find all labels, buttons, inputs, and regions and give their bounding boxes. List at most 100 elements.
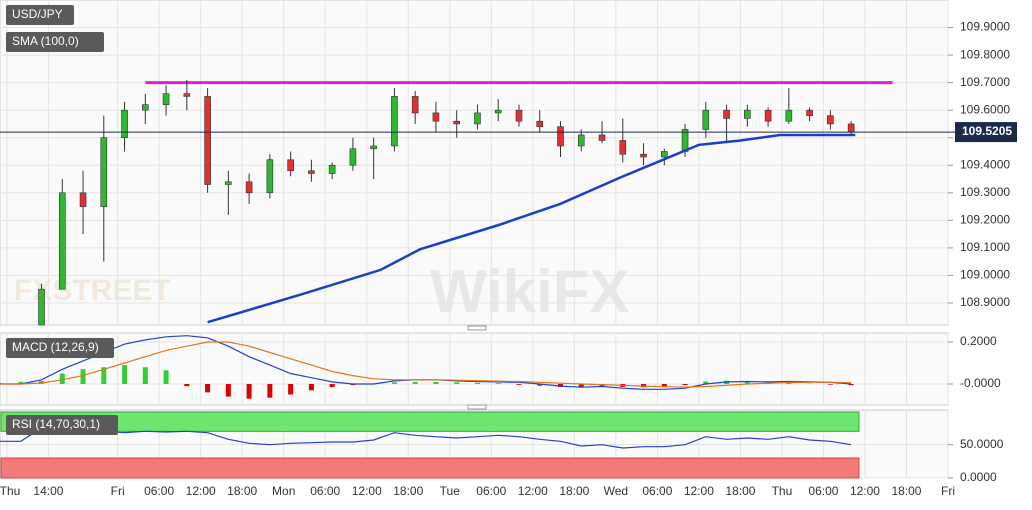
y-tick-label: 108.9000 bbox=[960, 295, 1010, 309]
x-tick-label: 06:00 bbox=[642, 484, 672, 498]
x-tick-label: 06:00 bbox=[144, 484, 174, 498]
watermark: FXSTREET bbox=[14, 274, 171, 307]
macd-histogram-bar bbox=[828, 384, 833, 385]
candle-body bbox=[682, 129, 688, 151]
watermark: WikiFX bbox=[430, 258, 629, 325]
x-tick-label: 18:00 bbox=[891, 484, 921, 498]
y-tick-label: 0.2000 bbox=[960, 334, 997, 348]
macd-histogram-bar bbox=[433, 382, 438, 384]
x-tick-label: 18:00 bbox=[393, 484, 423, 498]
y-tick-label: 109.8000 bbox=[960, 47, 1010, 61]
macd-histogram-bar bbox=[247, 384, 252, 399]
y-tick-label: 109.3000 bbox=[960, 185, 1010, 199]
y-tick-label: 109.7000 bbox=[960, 75, 1010, 89]
macd-histogram-bar bbox=[60, 374, 65, 384]
x-tick-label: Fri bbox=[941, 484, 955, 498]
macd-histogram-bar bbox=[496, 383, 501, 384]
x-tick-label: Tue bbox=[440, 484, 461, 498]
macd-histogram-bar bbox=[392, 382, 397, 384]
candle-body bbox=[122, 110, 128, 138]
candle-body bbox=[433, 113, 439, 121]
x-tick-label: 06:00 bbox=[808, 484, 838, 498]
macd-histogram-bar bbox=[475, 383, 480, 384]
x-tick-label: Thu bbox=[772, 484, 793, 498]
candle-body bbox=[205, 96, 211, 184]
x-tick-label: 18:00 bbox=[725, 484, 755, 498]
candle-body bbox=[184, 94, 190, 97]
candle-body bbox=[80, 193, 86, 207]
x-tick-label: 06:00 bbox=[476, 484, 506, 498]
x-tick-label: 18:00 bbox=[227, 484, 257, 498]
x-tick-label: Mon bbox=[272, 484, 295, 498]
y-tick-label: -0.0000 bbox=[960, 376, 1001, 390]
y-tick-label: 0.0000 bbox=[960, 470, 997, 484]
x-tick-label: 18:00 bbox=[559, 484, 589, 498]
candle-body bbox=[246, 182, 252, 193]
x-tick-label: 06:00 bbox=[310, 484, 340, 498]
macd-histogram-bar bbox=[330, 384, 335, 387]
candle-body bbox=[474, 113, 480, 124]
candle-body bbox=[661, 151, 667, 157]
candle-body bbox=[59, 193, 65, 289]
candle-body bbox=[703, 110, 709, 129]
y-tick-label: 50.0000 bbox=[960, 437, 1004, 451]
candle-body bbox=[329, 165, 335, 173]
candle-body bbox=[620, 140, 626, 154]
candle-body bbox=[495, 110, 501, 113]
candle-body bbox=[641, 154, 647, 157]
x-tick-label: Wed bbox=[604, 484, 628, 498]
overbought-zone bbox=[1, 412, 859, 431]
candle-body bbox=[827, 116, 833, 124]
candle-body bbox=[724, 110, 730, 118]
candle-body bbox=[537, 121, 543, 127]
candle-body bbox=[557, 127, 563, 146]
macd-histogram-bar bbox=[413, 382, 418, 384]
candle-body bbox=[391, 96, 397, 146]
y-tick-label: 109.9000 bbox=[960, 20, 1010, 34]
y-tick-label: 109.2000 bbox=[960, 213, 1010, 227]
candle-body bbox=[786, 110, 792, 121]
x-tick-label: 12:00 bbox=[352, 484, 382, 498]
macd-histogram-bar bbox=[143, 367, 148, 384]
panel-label: MACD (12,26,9) bbox=[12, 340, 99, 354]
macd-histogram-bar bbox=[164, 370, 169, 384]
candle-body bbox=[599, 135, 605, 141]
macd-histogram-bar bbox=[226, 384, 231, 397]
oversold-zone bbox=[1, 458, 859, 478]
last-price-label: 109.5205 bbox=[962, 124, 1012, 138]
x-tick-label: 14:00 bbox=[33, 484, 63, 498]
candle-body bbox=[516, 110, 522, 121]
candle-body bbox=[454, 121, 460, 124]
candle-body bbox=[807, 110, 813, 116]
candle-body bbox=[308, 171, 314, 174]
candle-body bbox=[225, 182, 231, 185]
macd-histogram-bar bbox=[205, 384, 210, 392]
candle-body bbox=[267, 160, 273, 193]
candle-body bbox=[288, 160, 294, 171]
y-tick-label: 109.0000 bbox=[960, 268, 1010, 282]
candle-body bbox=[744, 110, 750, 118]
y-tick-label: 109.4000 bbox=[960, 157, 1010, 171]
panel-label: SMA (100,0) bbox=[12, 34, 79, 48]
macd-histogram-bar bbox=[288, 384, 293, 394]
candle-body bbox=[142, 105, 148, 111]
macd-histogram-bar bbox=[683, 384, 688, 385]
macd-histogram-bar bbox=[81, 369, 86, 384]
x-tick-label: 12:00 bbox=[850, 484, 880, 498]
macd-histogram-bar bbox=[184, 384, 189, 386]
x-tick-label: Fri bbox=[111, 484, 125, 498]
macd-histogram-bar bbox=[516, 384, 521, 385]
x-tick-label: 12:00 bbox=[186, 484, 216, 498]
candle-body bbox=[163, 94, 169, 105]
candle-body bbox=[412, 96, 418, 113]
candle-body bbox=[578, 135, 584, 146]
y-tick-label: 109.6000 bbox=[960, 102, 1010, 116]
candle-body bbox=[371, 146, 377, 149]
panel-label: RSI (14,70,30,1) bbox=[12, 417, 100, 431]
macd-histogram-bar bbox=[454, 382, 459, 384]
y-tick-label: 109.1000 bbox=[960, 240, 1010, 254]
candle-body bbox=[39, 289, 45, 325]
candle-body bbox=[350, 149, 356, 166]
panel-label: USD/JPY bbox=[12, 7, 63, 21]
